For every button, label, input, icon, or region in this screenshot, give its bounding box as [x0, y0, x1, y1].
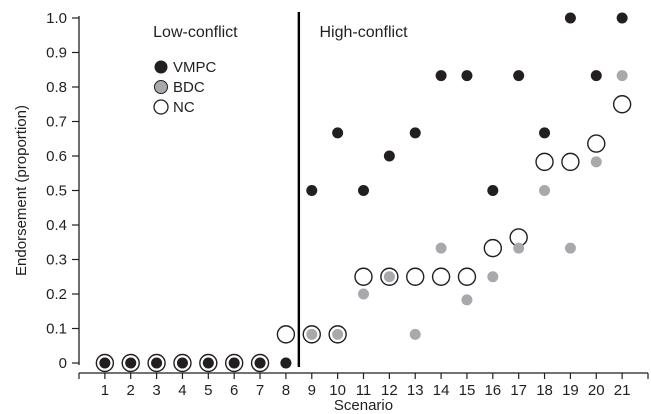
point-bdc [539, 185, 551, 196]
point-vmpc [383, 150, 395, 162]
point-bdc [332, 328, 344, 340]
point-nc [535, 152, 554, 172]
x-tick-label: 16 [484, 382, 501, 399]
point-bdc [616, 70, 628, 82]
point-nc [276, 325, 296, 344]
point-nc [587, 134, 606, 153]
point-bdc [590, 156, 602, 168]
x-tick-label: 6 [230, 382, 238, 399]
point-nc [406, 267, 425, 286]
y-tick-label: 0.4 [46, 217, 67, 234]
x-tick-label: 15 [459, 382, 476, 399]
point-vmpc [125, 357, 137, 369]
point-bdc [564, 242, 576, 254]
y-tick-label: 0.3 [46, 252, 67, 269]
point-nc [483, 238, 503, 258]
point-nc [612, 95, 632, 114]
x-tick-label: 3 [152, 382, 160, 399]
y-tick-label: 0.8 [46, 79, 67, 96]
y-tick-label: 0.7 [46, 114, 67, 131]
point-bdc [358, 288, 369, 300]
x-tick-label: 17 [510, 382, 527, 399]
x-tick-label: 18 [536, 382, 553, 399]
y-axis: 0 0.1 0.2 0.3 0.4 0.5 0.6 0.7 0.8 0.9 1.0 [46, 10, 80, 372]
point-vmpc [590, 70, 602, 82]
x-tick-label: 11 [356, 382, 372, 399]
y-tick-label: 0 [59, 355, 67, 372]
x-tick-label: 9 [308, 382, 316, 399]
point-vmpc [151, 357, 163, 369]
legend-marker-nc [153, 99, 169, 115]
point-bdc [461, 294, 473, 306]
point-vmpc [358, 185, 369, 196]
point-vmpc [461, 70, 473, 82]
point-vmpc [487, 185, 499, 196]
point-bdc [306, 328, 318, 340]
point-vmpc [435, 70, 447, 82]
data-points [95, 12, 632, 373]
x-tick-label: 2 [127, 382, 135, 399]
region-label: High-conflict [319, 24, 408, 41]
x-tick-label: 7 [256, 382, 264, 399]
legend-marker-vmpc [154, 60, 168, 74]
point-vmpc [280, 357, 292, 369]
point-bdc [383, 271, 395, 283]
y-tick-label: 0.1 [46, 321, 67, 338]
x-tick-label: 8 [282, 382, 290, 399]
legend-label-bdc: BDC [173, 79, 205, 96]
y-tick-label: 0.9 [46, 45, 67, 62]
y-tick-label: 0.2 [46, 286, 67, 303]
legend-label-vmpc: VMPC [173, 59, 217, 76]
region-label: Low-conflict [153, 24, 238, 41]
x-tick-label: 19 [562, 382, 579, 399]
legend-label-nc: NC [173, 99, 195, 116]
point-nc [457, 267, 477, 286]
x-tick-label: 10 [329, 382, 346, 399]
point-bdc [409, 328, 421, 340]
x-tick-label: 4 [178, 382, 186, 399]
point-vmpc [254, 357, 266, 369]
point-vmpc [176, 357, 188, 369]
point-vmpc [564, 12, 576, 24]
y-tick-label: 0.5 [46, 183, 67, 200]
point-vmpc [202, 357, 214, 369]
y-axis-label: Endorsement (proportion) [13, 105, 30, 276]
y-tick-label: 1.0 [46, 10, 67, 27]
point-vmpc [539, 127, 551, 139]
point-vmpc [228, 357, 240, 369]
point-vmpc [409, 127, 421, 139]
x-axis-label: Scenario [334, 397, 393, 414]
x-tick-label: 1 [101, 382, 109, 399]
x-tick-label: 20 [588, 382, 605, 399]
point-nc [561, 152, 580, 172]
point-bdc [487, 271, 499, 283]
legend: VMPC BDC NC [153, 59, 217, 116]
point-nc [431, 267, 451, 286]
x-tick-label: 12 [381, 382, 398, 399]
y-tick-label: 0.6 [46, 148, 67, 165]
point-nc [354, 267, 373, 286]
x-tick-label: 13 [407, 382, 424, 399]
point-bdc [435, 242, 447, 254]
point-vmpc [616, 12, 628, 24]
x-tick-label: 14 [433, 382, 450, 399]
x-tick-label: 21 [614, 382, 631, 399]
point-vmpc [99, 357, 111, 369]
region-labels: Low-conflict High-conflict [153, 24, 408, 41]
point-bdc [513, 242, 525, 254]
legend-marker-bdc [154, 80, 168, 94]
x-tick-label: 5 [204, 382, 212, 399]
x-axis: 1 2 3 4 5 6 7 8 9 10 11 12 13 14 15 16 17 18 19 20 21 [78, 372, 649, 399]
point-vmpc [306, 185, 318, 196]
point-vmpc [332, 127, 344, 139]
point-vmpc [513, 70, 525, 82]
